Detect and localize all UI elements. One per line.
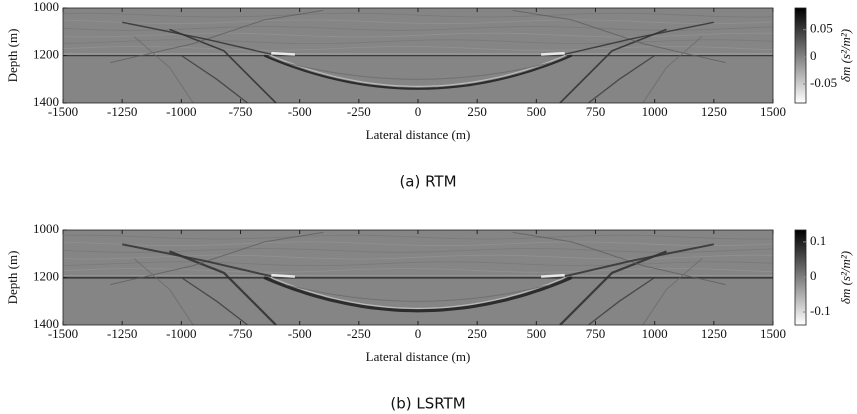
reflector	[180, 276, 248, 325]
colorbar-tick-label: -0.05	[810, 75, 837, 90]
reflector	[285, 284, 551, 302]
reflector	[263, 54, 573, 90]
caption: (a) RTM	[399, 173, 456, 191]
y-tick-label: 1000	[33, 221, 59, 236]
colorbar-tick-label: 0.05	[810, 21, 833, 36]
reflector	[266, 53, 570, 88]
colorbar-label: δm (s²/m²)	[838, 29, 853, 82]
reflector	[180, 54, 248, 103]
x-axis-label: Lateral distance (m)	[366, 127, 471, 142]
reflector	[63, 26, 773, 31]
reflector	[122, 243, 272, 278]
colorbar-tick-label: 0.1	[810, 233, 826, 248]
x-tick-label: 1250	[701, 104, 727, 119]
x-tick-label: -250	[347, 326, 371, 341]
x-tick-label: -1250	[107, 104, 137, 119]
reflector	[133, 36, 194, 103]
colorbar-label: δm (s²/m²)	[838, 251, 853, 304]
x-tick-label: 250	[467, 104, 487, 119]
reflector	[588, 276, 656, 325]
x-tick-label: 1500	[760, 326, 786, 341]
caption: (b) LSRTM	[390, 395, 465, 413]
x-tick-label: -250	[347, 104, 371, 119]
x-tick-label: 500	[527, 104, 547, 119]
x-tick-label: 500	[527, 326, 547, 341]
reflector	[133, 258, 194, 325]
reflector	[559, 250, 667, 325]
reflector	[63, 39, 773, 44]
reflector	[541, 273, 565, 278]
x-tick-label: -750	[229, 326, 253, 341]
reflector	[63, 261, 773, 266]
x-tick-label: -500	[288, 104, 312, 119]
reflector	[559, 28, 667, 103]
reflector	[169, 28, 277, 103]
x-tick-label: -750	[229, 104, 253, 119]
x-tick-label: -1250	[107, 326, 137, 341]
reflector	[122, 21, 272, 55]
y-tick-label: 1400	[33, 316, 59, 331]
reflector	[63, 248, 773, 253]
x-tick-label: 0	[415, 104, 422, 119]
x-tick-label: 1000	[642, 326, 668, 341]
reflector	[110, 9, 324, 64]
reflector	[564, 243, 714, 278]
x-tick-label: 750	[586, 326, 606, 341]
seismic-image	[63, 231, 773, 325]
x-tick-label: -500	[288, 326, 312, 341]
y-tick-label: 1200	[33, 268, 59, 283]
y-axis-label: Depth (m)	[5, 29, 20, 83]
reflector	[63, 19, 773, 25]
x-tick-label: 0	[415, 326, 422, 341]
x-tick-label: 1500	[760, 104, 786, 119]
reflector	[271, 51, 295, 56]
reflector	[285, 62, 551, 80]
reflector	[266, 275, 570, 310]
reflector	[588, 54, 656, 103]
colorbar	[794, 7, 807, 104]
x-tick-label: -1000	[166, 326, 196, 341]
x-tick-label: 750	[586, 104, 606, 119]
reflector	[642, 36, 703, 103]
reflector	[63, 234, 773, 240]
reflector	[63, 12, 773, 18]
colorbar-tick-label: 0	[810, 268, 817, 283]
x-tick-label: 250	[467, 326, 487, 341]
reflector	[642, 258, 703, 325]
x-tick-label: 1000	[642, 104, 668, 119]
colorbar	[794, 229, 807, 326]
y-axis-label: Depth (m)	[5, 251, 20, 305]
y-tick-label: 1000	[33, 0, 59, 14]
reflector	[271, 273, 295, 278]
colorbar-tick-label: 0	[810, 48, 817, 63]
reflector	[169, 250, 277, 325]
reflector	[512, 231, 726, 286]
x-tick-label: 1250	[701, 326, 727, 341]
reflector	[512, 9, 726, 64]
seismic-image	[63, 9, 773, 103]
reflector	[263, 276, 573, 313]
colorbar-tick-label: -0.1	[810, 303, 831, 318]
x-tick-label: -1500	[48, 326, 78, 341]
x-axis-label: Lateral distance (m)	[366, 349, 471, 364]
x-tick-label: -1500	[48, 104, 78, 119]
reflector	[63, 241, 773, 247]
y-tick-label: 1200	[33, 46, 59, 61]
reflector	[564, 21, 714, 55]
reflector	[541, 51, 565, 56]
y-tick-label: 1400	[33, 94, 59, 109]
x-tick-label: -1000	[166, 104, 196, 119]
reflector	[110, 231, 324, 286]
